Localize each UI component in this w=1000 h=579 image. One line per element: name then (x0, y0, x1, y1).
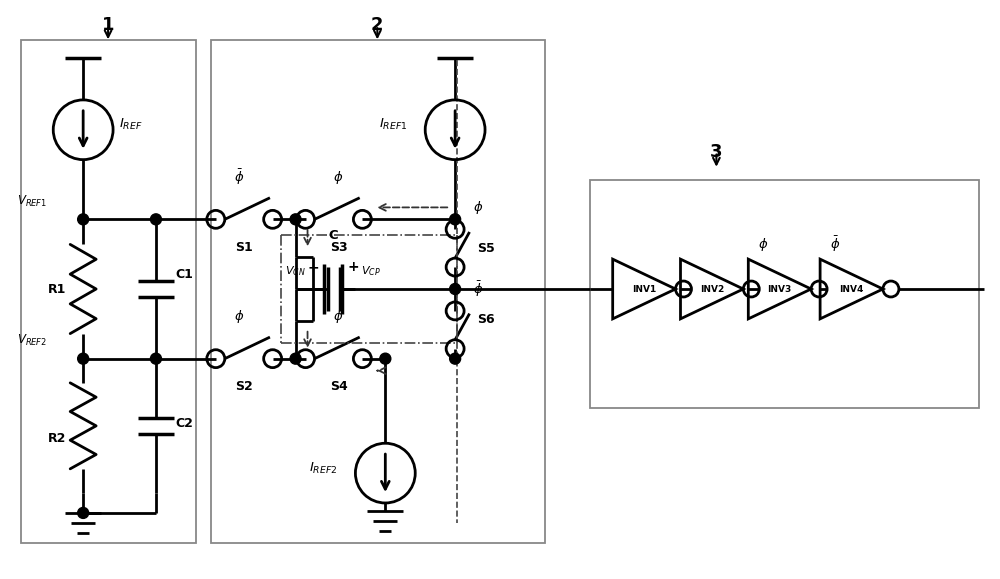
Circle shape (380, 353, 391, 364)
Circle shape (78, 214, 89, 225)
Text: $I_{REF2}$: $I_{REF2}$ (309, 460, 337, 476)
Text: 1: 1 (102, 16, 114, 34)
Circle shape (450, 284, 461, 295)
Text: 3: 3 (710, 142, 723, 160)
Text: $I_{REF}$: $I_{REF}$ (119, 117, 143, 133)
Text: $\bar{\phi}$: $\bar{\phi}$ (234, 168, 244, 188)
Circle shape (150, 214, 161, 225)
Text: S4: S4 (330, 380, 348, 393)
Bar (590, 179, 979, 408)
Text: $V_{REF2}$: $V_{REF2}$ (17, 333, 47, 349)
Text: $V_{CP}$: $V_{CP}$ (361, 264, 381, 278)
Text: $V_{CN}$: $V_{CN}$ (285, 264, 306, 278)
Text: INV2: INV2 (700, 284, 724, 294)
Circle shape (290, 353, 301, 364)
Circle shape (150, 353, 161, 364)
Text: $V_{REF1}$: $V_{REF1}$ (17, 194, 47, 209)
Bar (21, 40, 196, 543)
Text: R2: R2 (48, 432, 66, 445)
Text: 2: 2 (371, 16, 384, 34)
Circle shape (450, 353, 461, 364)
Text: −: − (308, 260, 319, 274)
Text: S2: S2 (235, 380, 253, 393)
Text: INV4: INV4 (839, 284, 864, 294)
Circle shape (290, 214, 301, 225)
Text: R1: R1 (48, 283, 66, 295)
Text: +: + (348, 260, 359, 274)
Text: $\phi$: $\phi$ (758, 236, 768, 252)
Bar (211, 40, 545, 543)
Text: $\bar{\phi}$: $\bar{\phi}$ (473, 279, 483, 299)
Text: INV1: INV1 (632, 284, 656, 294)
Text: $\bar{\phi}$: $\bar{\phi}$ (830, 234, 840, 254)
Circle shape (78, 353, 89, 364)
Text: INV3: INV3 (768, 284, 792, 294)
Text: $\phi$: $\phi$ (234, 309, 244, 325)
Circle shape (450, 214, 461, 225)
Text: S1: S1 (235, 241, 253, 254)
Text: $\phi$: $\phi$ (333, 309, 343, 325)
Text: C1: C1 (175, 267, 193, 281)
Text: $I_{REF1}$: $I_{REF1}$ (379, 117, 407, 133)
Text: $\phi$: $\phi$ (473, 199, 483, 216)
Text: S5: S5 (477, 241, 495, 255)
Text: C: C (329, 229, 338, 242)
Text: C2: C2 (175, 417, 193, 430)
Circle shape (78, 507, 89, 518)
Text: S3: S3 (330, 241, 348, 254)
Text: S6: S6 (477, 313, 495, 327)
Text: $\phi$: $\phi$ (333, 169, 343, 186)
